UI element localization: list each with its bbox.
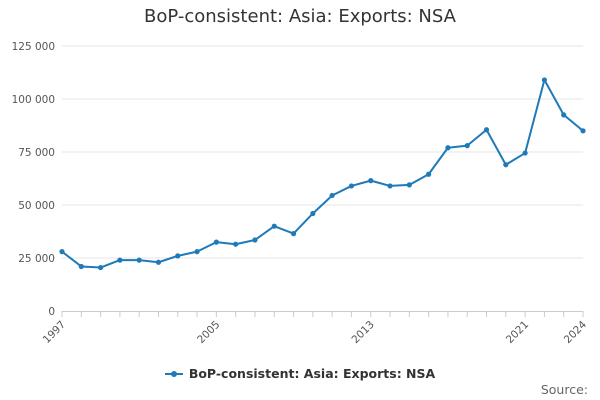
data-point[interactable] [503, 162, 509, 168]
data-point[interactable] [541, 77, 548, 83]
data-point[interactable] [175, 253, 181, 259]
x-tick-label: 2005 [195, 319, 222, 346]
data-point[interactable] [271, 223, 277, 229]
x-axis [61, 311, 584, 317]
grid-lines [62, 45, 583, 259]
y-tick-label: 0 [48, 306, 55, 318]
data-point[interactable] [522, 150, 528, 156]
data-point[interactable] [348, 183, 355, 189]
data-point[interactable] [97, 264, 104, 271]
data-point[interactable] [194, 249, 200, 255]
data-point[interactable] [252, 237, 258, 243]
data-point[interactable] [561, 112, 567, 118]
data-point[interactable] [78, 263, 84, 270]
y-tick-label: 100 000 [12, 94, 55, 106]
data-point[interactable] [155, 259, 162, 265]
data-point[interactable] [310, 210, 316, 217]
data-point[interactable] [426, 171, 432, 177]
x-tick-label: 2024 [562, 318, 590, 346]
legend-label: BoP-consistent: Asia: Exports: NSA [188, 366, 436, 381]
y-tick-label: 75 000 [18, 147, 55, 159]
data-point[interactable] [233, 241, 239, 247]
data-point[interactable] [464, 143, 470, 149]
x-tick-label: 1997 [41, 319, 68, 346]
y-axis: 0 25 000 50 000 75 000 100 000 125 000 [12, 41, 55, 318]
legend-swatch [164, 370, 183, 377]
source-note: Source: [540, 382, 588, 397]
data-point[interactable] [445, 145, 451, 151]
data-point[interactable] [329, 192, 335, 199]
series-line [61, 78, 584, 269]
y-tick-label: 125 000 [12, 41, 55, 53]
x-tick-label: 2021 [504, 319, 531, 346]
x-tick-labels: 1997 2005 2013 2021 2024 [41, 318, 590, 346]
data-point[interactable] [406, 182, 412, 188]
chart-title: BoP-consistent: Asia: Exports: NSA [144, 6, 456, 27]
y-tick-label: 25 000 [18, 253, 55, 265]
data-point[interactable] [117, 257, 123, 263]
data-point[interactable] [290, 231, 297, 237]
data-point[interactable] [368, 178, 374, 184]
data-point[interactable] [387, 183, 393, 189]
legend[interactable]: BoP-consistent: Asia: Exports: NSA [0, 366, 600, 381]
x-tick-label: 2013 [349, 319, 376, 346]
data-point[interactable] [59, 249, 65, 255]
data-point[interactable] [580, 128, 586, 134]
data-point[interactable] [483, 127, 490, 133]
data-point[interactable] [213, 239, 219, 245]
series-layer [59, 77, 586, 271]
data-point[interactable] [136, 257, 142, 263]
y-tick-label: 50 000 [18, 200, 55, 212]
